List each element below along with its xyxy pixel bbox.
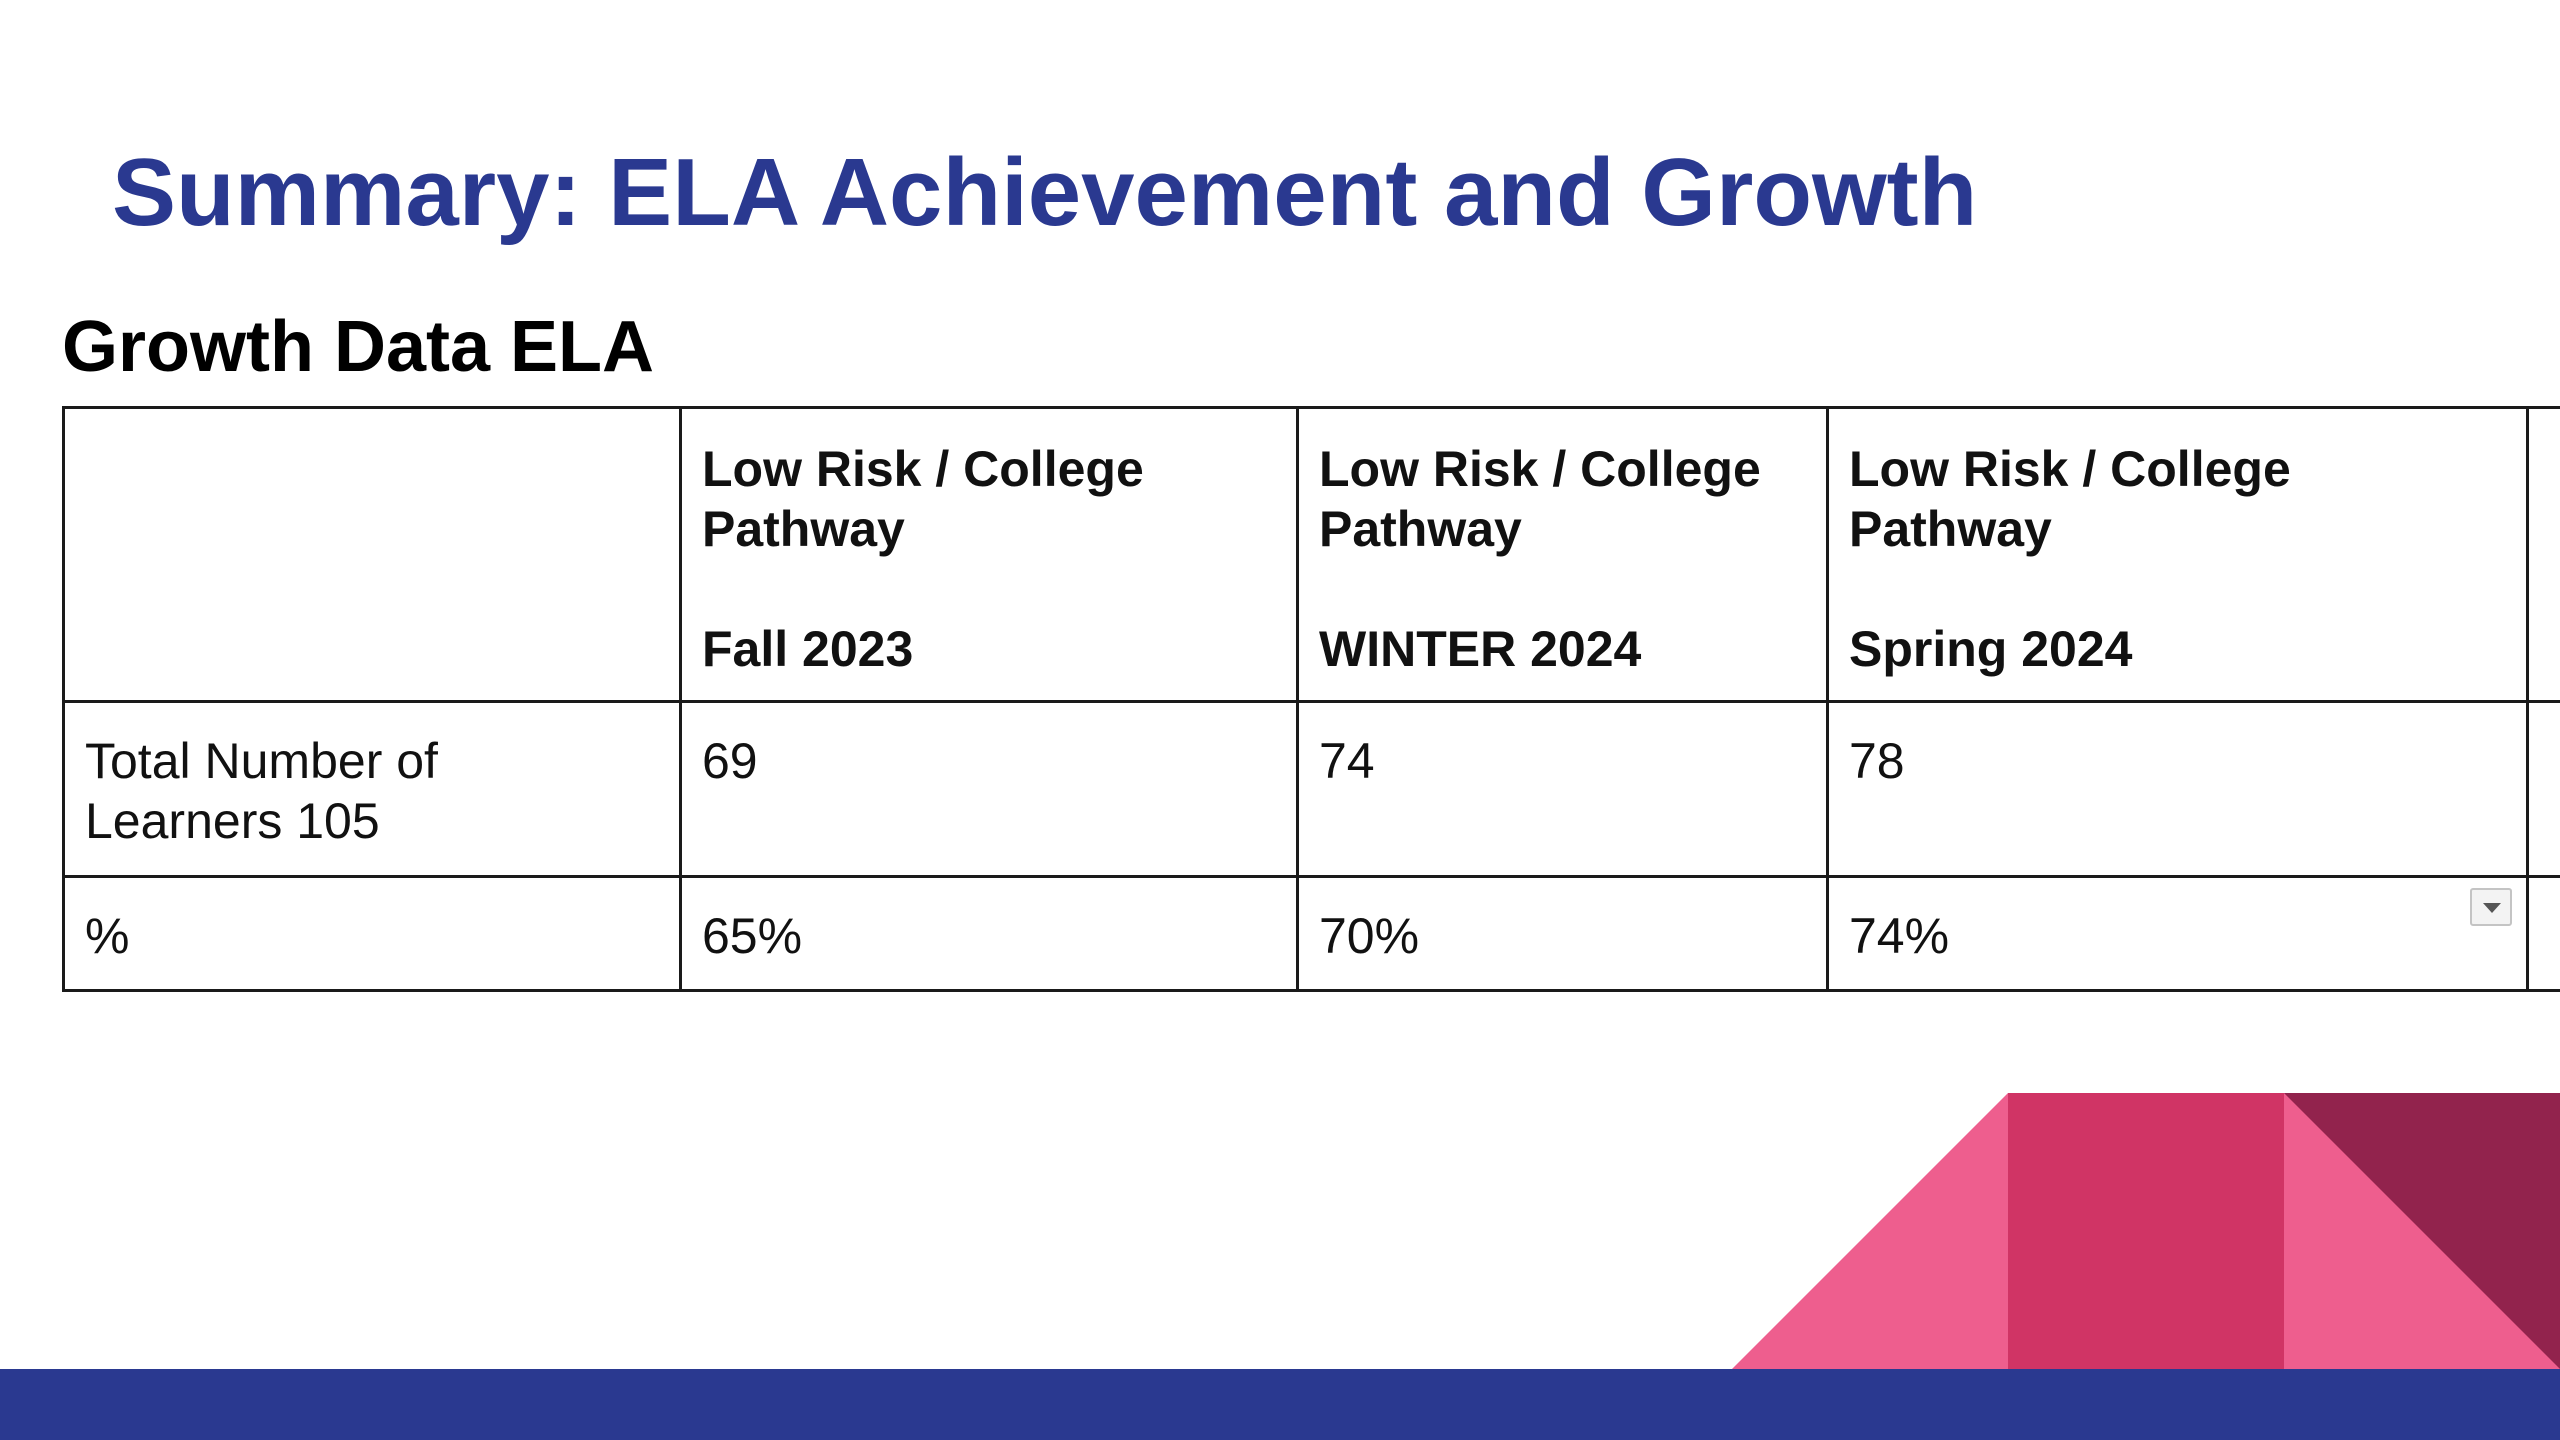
cell-value-with-dropdown: 74% — [1826, 875, 2529, 992]
pink-triangle-shape — [1732, 1093, 2008, 1369]
header-label: Pathway — [1319, 501, 1522, 557]
header-label: Low Risk / College — [1319, 441, 1761, 497]
slide-title: Summary: ELA Achievement and Growth — [112, 139, 1978, 246]
row-label-line: Total Number of — [85, 733, 438, 789]
cell-value: 70% — [1296, 875, 1829, 992]
header-term: Fall 2023 — [702, 621, 914, 677]
cell-value: 69 — [679, 700, 1299, 878]
table-heading: Growth Data ELA — [62, 307, 655, 387]
header-term: Spring 2024 — [1849, 621, 2133, 677]
cell-overflow — [2526, 700, 2560, 878]
header-cell-fall-2023: Low Risk / College Pathway Fall 2023 — [679, 406, 1299, 703]
cell-value: 65% — [679, 875, 1299, 992]
table-header-row: Low Risk / College Pathway Fall 2023 Low… — [62, 406, 2560, 703]
header-spacer — [1319, 559, 1806, 619]
header-cell-overflow — [2526, 406, 2560, 703]
pink-square-shape — [2008, 1093, 2284, 1369]
cell-value: 74 — [1296, 700, 1829, 878]
chevron-down-icon — [2483, 903, 2501, 913]
growth-data-table: Low Risk / College Pathway Fall 2023 Low… — [62, 406, 2560, 992]
header-cell-winter-2024: Low Risk / College Pathway WINTER 2024 — [1296, 406, 1829, 703]
header-cell-empty — [62, 406, 682, 703]
cell-value: 78 — [1826, 700, 2529, 878]
light-pink-square-shape — [2284, 1093, 2560, 1369]
footer-bar — [0, 1369, 2560, 1440]
header-label: Low Risk / College — [1849, 441, 2291, 497]
header-cell-spring-2024: Low Risk / College Pathway Spring 2024 — [1826, 406, 2529, 703]
table-row-percent: % 65% 70% 74% — [62, 875, 2560, 992]
row-label-total-learners: Total Number of Learners 105 — [62, 700, 682, 878]
row-label-percent: % — [62, 875, 682, 992]
header-label: Pathway — [702, 501, 905, 557]
header-spacer — [1849, 559, 2506, 619]
row-label-line: Learners 105 — [85, 793, 380, 849]
header-label: Pathway — [1849, 501, 2052, 557]
maroon-triangle-shape — [2284, 1093, 2560, 1369]
table-row-total-learners: Total Number of Learners 105 69 74 78 — [62, 700, 2560, 878]
header-spacer — [702, 559, 1276, 619]
header-label: Low Risk / College — [702, 441, 1144, 497]
growth-table-container: Low Risk / College Pathway Fall 2023 Low… — [62, 406, 2560, 994]
cell-overflow — [2526, 875, 2560, 992]
cell-dropdown-button[interactable] — [2470, 888, 2512, 926]
cell-value-text: 74% — [1849, 908, 1950, 964]
header-term: WINTER 2024 — [1319, 621, 1642, 677]
